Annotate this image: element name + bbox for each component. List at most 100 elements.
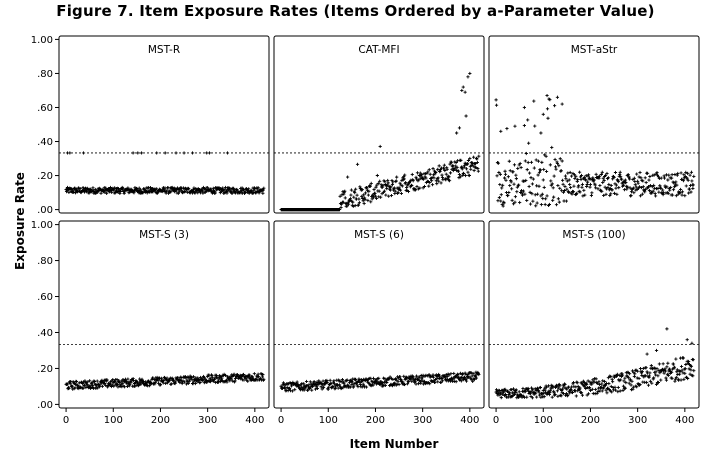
data-point [262, 377, 266, 381]
data-point [609, 375, 613, 379]
data-point [352, 384, 356, 388]
data-point [648, 379, 652, 383]
data-point [639, 176, 643, 180]
data-point [411, 179, 415, 183]
data-point [655, 171, 659, 175]
y-tick-label: 1.00 [31, 35, 53, 46]
data-point [539, 395, 543, 399]
data-point [342, 192, 346, 196]
data-point [105, 378, 109, 382]
data-point [225, 151, 230, 155]
data-point [351, 204, 355, 208]
data-point [529, 160, 534, 164]
data-point [608, 193, 612, 198]
data-point [537, 170, 542, 174]
data-point [156, 378, 160, 382]
data-point [515, 185, 519, 189]
panel-3: MST-aStr [488, 35, 700, 214]
data-point [428, 180, 432, 185]
data-point [647, 178, 651, 182]
data-point [552, 393, 557, 397]
data-point [362, 193, 366, 197]
data-point [368, 184, 372, 188]
data-point [652, 376, 656, 380]
data-point [668, 367, 672, 371]
data-point [460, 165, 464, 169]
data-point [650, 381, 654, 385]
data-point [618, 170, 622, 174]
data-point [614, 186, 618, 190]
data-point [122, 385, 127, 389]
data-point [689, 190, 693, 194]
data-point [410, 172, 414, 177]
data-point [455, 165, 459, 169]
data-point [339, 386, 343, 391]
data-point [522, 179, 526, 183]
data-point [213, 191, 217, 196]
data-point [98, 383, 102, 387]
data-point [96, 386, 100, 390]
data-point [544, 197, 548, 201]
data-point [357, 378, 362, 382]
data-point [421, 373, 425, 377]
data-point [638, 170, 642, 175]
data-point [560, 189, 564, 193]
data-point [569, 388, 573, 392]
y-tick-label: .20 [37, 171, 53, 182]
data-point [587, 385, 592, 390]
data-point [346, 175, 350, 179]
data-point [473, 162, 478, 166]
data-point [565, 187, 569, 191]
data-point [567, 178, 571, 182]
data-point [636, 181, 640, 185]
data-point [662, 371, 666, 375]
data-point [612, 375, 617, 379]
data-point [472, 168, 476, 173]
data-point [542, 185, 546, 190]
data-point [172, 378, 176, 382]
data-point [198, 375, 203, 380]
data-point [380, 185, 385, 189]
data-point [523, 159, 527, 163]
data-point [331, 384, 335, 388]
data-point [436, 176, 440, 180]
data-point [688, 173, 692, 177]
data-point [674, 180, 678, 184]
data-point [356, 203, 361, 207]
data-point [587, 386, 591, 390]
data-point [464, 379, 469, 383]
data-point [681, 356, 686, 360]
data-point [348, 197, 353, 201]
x-tick-label: 300 [628, 415, 647, 426]
data-point [555, 95, 560, 99]
data-point [538, 168, 543, 172]
data-point [355, 162, 360, 166]
data-point [613, 170, 618, 175]
data-point [650, 191, 654, 195]
data-point [509, 180, 513, 184]
data-point [166, 186, 170, 190]
data-point [179, 188, 183, 192]
data-point [597, 380, 601, 384]
data-point [182, 380, 187, 384]
data-point [613, 385, 617, 389]
data-point [290, 389, 295, 393]
data-point [464, 114, 468, 118]
data-point [657, 190, 661, 194]
data-point [350, 380, 354, 384]
x-tick-label: 400 [460, 415, 479, 426]
data-point [210, 376, 214, 380]
data-point [691, 186, 695, 191]
data-point [173, 189, 177, 194]
data-point [597, 174, 602, 178]
data-point [417, 173, 421, 178]
data-point [535, 201, 539, 205]
data-point [313, 387, 318, 391]
data-point [381, 183, 385, 187]
data-point [444, 373, 448, 377]
data-point [444, 178, 448, 182]
data-point [584, 386, 588, 391]
data-point [215, 373, 219, 377]
data-point [655, 367, 659, 371]
data-point [644, 366, 648, 370]
